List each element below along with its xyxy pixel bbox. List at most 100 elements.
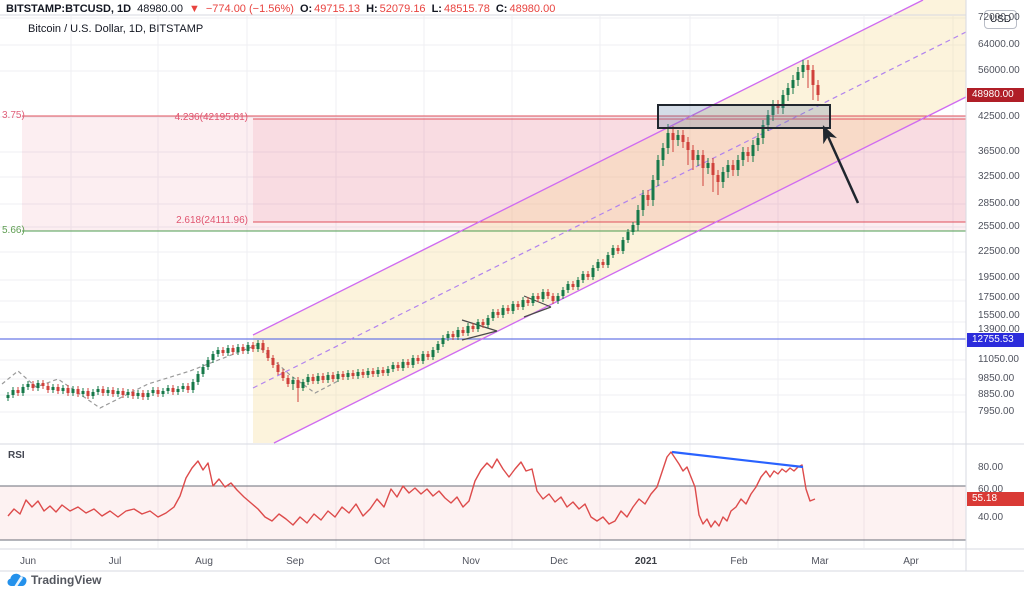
open-value: 49715.13 (314, 3, 361, 15)
candle-body (671, 133, 675, 140)
candle-body (66, 388, 70, 393)
time-tick-label: 2021 (634, 556, 658, 567)
candle-body (776, 105, 780, 108)
candle-body (431, 350, 435, 357)
direction-arrow-icon: ▼ (188, 3, 200, 15)
candle-body (561, 290, 565, 296)
candle-body (601, 262, 605, 265)
candle-body (291, 380, 295, 384)
candle-body (246, 345, 250, 351)
low-label: L: (431, 3, 442, 15)
candle-body (341, 374, 345, 377)
candle-body (236, 347, 240, 352)
currency-unit-button[interactable]: USD (984, 10, 1017, 29)
fib-label-4236: 4.236(42195.81) (174, 112, 248, 123)
candle-body (426, 354, 430, 357)
pennant-drawing-line (461, 330, 498, 341)
candle-body (416, 358, 420, 361)
candle-body (436, 344, 440, 350)
candle-body (656, 160, 660, 180)
high-label: H: (366, 3, 378, 15)
candle-body (811, 70, 815, 85)
candle-body (261, 343, 265, 350)
last-price-value: 48980.00 (137, 3, 183, 15)
candle-body (751, 145, 755, 156)
tradingview-logo[interactable]: TradingView (7, 573, 101, 587)
candle-body (541, 292, 545, 299)
candle-body (286, 378, 290, 384)
price-tick-label: 64000.00 (978, 39, 1020, 50)
candle-body (181, 386, 185, 389)
fib-label-left-bottom: 5.66) (2, 225, 25, 236)
candle-body (321, 376, 325, 380)
candle-body (51, 387, 55, 390)
price-tick-label: 17500.00 (978, 292, 1020, 303)
candle-body (116, 391, 120, 394)
candle-body (501, 308, 505, 315)
candle-body (706, 163, 710, 168)
rsi-indicator-title[interactable]: RSI (8, 450, 25, 461)
candle-body (731, 165, 735, 170)
candle-body (196, 374, 200, 382)
candle-body (281, 372, 285, 378)
symbol-name[interactable]: BITSTAMP:BTCUSD, 1D (6, 3, 132, 15)
candle-body (36, 383, 40, 388)
candle-body (531, 296, 535, 303)
candle-body (31, 384, 35, 388)
candle-body (676, 135, 680, 140)
symbol-header[interactable]: BITSTAMP:BTCUSD, 1D 48980.00 ▼ −774.00 (… (6, 3, 555, 15)
candle-body (686, 142, 690, 150)
candle-body (216, 350, 220, 354)
rsi-value-tag: 55.18 (967, 492, 1024, 506)
candle-body (486, 318, 490, 325)
candle-body (396, 365, 400, 368)
price-tick-label: 11050.00 (978, 354, 1019, 365)
candle-body (446, 334, 450, 338)
time-tick-label: Feb (730, 556, 748, 567)
candle-body (6, 395, 10, 398)
candle-body (226, 348, 230, 353)
candle-body (536, 296, 540, 299)
tradingview-cloud-icon (7, 573, 27, 586)
candle-body (331, 375, 335, 379)
candle-body (801, 65, 805, 72)
price-tick-label: 32500.00 (978, 171, 1020, 182)
candle-body (326, 375, 330, 380)
price-tick-label: 8850.00 (978, 389, 1015, 400)
candle-body (806, 65, 810, 70)
fib-label-2618: 2.618(24111.96) (176, 215, 248, 226)
rsi-band (0, 486, 966, 540)
chart-title: Bitcoin / U.S. Dollar, 1D, BITSTAMP (28, 23, 204, 35)
candle-body (161, 391, 165, 394)
candle-body (626, 232, 630, 240)
price-tick-label: 28500.00 (978, 198, 1020, 209)
candle-body (411, 358, 415, 365)
last-price-tag: 48980.00 (967, 88, 1024, 102)
candle-body (311, 377, 315, 381)
close-label: C: (495, 3, 508, 15)
candle-body (356, 372, 360, 376)
candle-body (366, 371, 370, 375)
price-tick-label: 15500.00 (978, 310, 1020, 321)
candle-body (726, 165, 730, 172)
candle-body (766, 115, 770, 125)
candle-body (21, 387, 25, 393)
rsi-tick-label: 40.00 (978, 512, 1004, 523)
fib-zone-1 (22, 116, 966, 231)
candle-body (41, 383, 45, 386)
candle-body (126, 392, 130, 395)
candle-body (716, 175, 720, 182)
time-tick-label: Apr (903, 556, 919, 567)
candle-body (301, 382, 305, 388)
candle-body (81, 391, 85, 394)
candle-body (551, 296, 555, 301)
candle-body (136, 393, 140, 396)
candle-body (441, 338, 445, 344)
candle-body (451, 334, 455, 337)
arrow-drawing (822, 125, 860, 204)
fib-label-left-top: 3.75) (2, 110, 25, 121)
candle-body (406, 362, 410, 365)
price-tick-label: 7950.00 (978, 406, 1015, 417)
candle-body (646, 195, 650, 200)
